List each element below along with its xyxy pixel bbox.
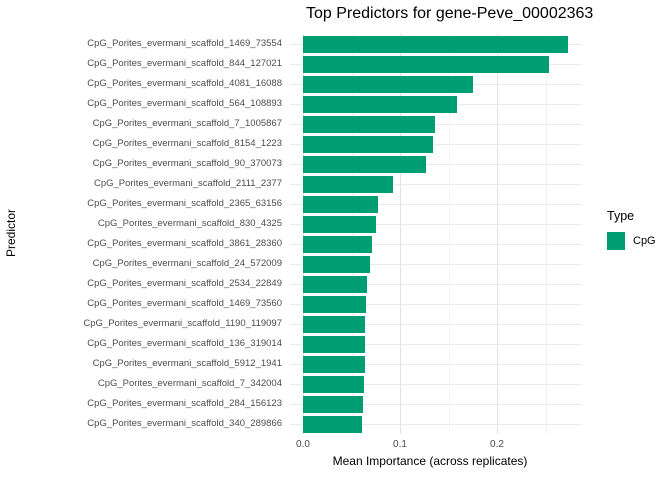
- bar: [303, 275, 368, 293]
- gridline-horizontal: [290, 243, 581, 245]
- y-axis-label: CpG_Porites_evermani_scaffold_4081_16088: [87, 78, 282, 89]
- y-axis-label: CpG_Porites_evermani_scaffold_340_289866: [87, 418, 282, 429]
- gridline-horizontal: [290, 323, 581, 325]
- y-axis-label: CpG_Porites_evermani_scaffold_2111_2377: [93, 178, 282, 189]
- y-axis-label: CpG_Porites_evermani_scaffold_7_1005867: [92, 118, 282, 129]
- legend-swatch: [607, 232, 625, 250]
- bar: [303, 355, 366, 373]
- gridline-horizontal: [290, 183, 581, 185]
- x-axis-tick-label: 0.2: [490, 439, 504, 450]
- y-axis-label: CpG_Porites_evermani_scaffold_1190_11909…: [83, 318, 282, 329]
- gridline-horizontal: [290, 123, 581, 125]
- y-axis-label: CpG_Porites_evermani_scaffold_284_156123: [87, 398, 282, 409]
- legend-title: Type: [607, 209, 635, 223]
- legend-entry: CpG: [607, 232, 656, 250]
- gridline-horizontal: [290, 383, 581, 385]
- legend-label: CpG: [633, 235, 656, 247]
- chart-title: Top Predictors for gene-Peve_00002363: [306, 5, 594, 22]
- y-axis-label: CpG_Porites_evermani_scaffold_90_370073: [92, 158, 282, 169]
- bar: [303, 395, 364, 413]
- bar: [303, 75, 473, 93]
- y-axis-label: CpG_Porites_evermani_scaffold_1469_73554: [87, 38, 282, 49]
- gridline-horizontal: [290, 343, 581, 345]
- gridline-vertical-major: [497, 34, 498, 434]
- gridline-horizontal: [290, 423, 581, 425]
- bar: [303, 115, 435, 133]
- x-axis-tick-label: 0.1: [393, 439, 407, 450]
- gridline-vertical-minor: [545, 34, 547, 434]
- x-axis-tick-label: 0.0: [296, 439, 310, 450]
- bar: [303, 335, 366, 353]
- y-axis-label: CpG_Porites_evermani_scaffold_5912_1941: [92, 358, 282, 369]
- gridline-horizontal: [290, 363, 581, 365]
- bar: [303, 255, 370, 273]
- y-axis-label: CpG_Porites_evermani_scaffold_24_572009: [92, 258, 282, 269]
- bar: [303, 215, 376, 233]
- gridline-vertical-minor: [351, 34, 353, 434]
- bar: [303, 95, 458, 113]
- gridline-horizontal: [290, 163, 581, 165]
- y-axis-label: CpG_Porites_evermani_scaffold_1469_73560: [87, 298, 282, 309]
- gridline-vertical-major: [400, 34, 401, 434]
- bar: [303, 295, 367, 313]
- bar: [303, 375, 365, 393]
- x-axis-title: Mean Importance (across replicates): [332, 454, 528, 468]
- bar: [303, 35, 568, 53]
- bar: [303, 155, 427, 173]
- bar: [303, 175, 394, 193]
- gridline-horizontal: [290, 403, 581, 405]
- gridline-horizontal: [290, 203, 581, 205]
- gridline-horizontal: [290, 263, 581, 265]
- plot-panel: [290, 34, 581, 434]
- bar: [303, 55, 550, 73]
- y-axis-label: CpG_Porites_evermani_scaffold_8154_1223: [92, 138, 282, 149]
- y-axis-label: CpG_Porites_evermani_scaffold_564_108893: [87, 98, 282, 109]
- gridline-vertical-minor: [448, 34, 450, 434]
- gridline-vertical-major: [303, 34, 304, 434]
- gridline-horizontal: [290, 223, 581, 225]
- gridline-horizontal: [290, 283, 581, 285]
- y-axis-label: CpG_Porites_evermani_scaffold_2534_22849: [87, 278, 282, 289]
- bar: [303, 195, 378, 213]
- y-axis-label: CpG_Porites_evermani_scaffold_3861_28360: [87, 238, 282, 249]
- legend: Type CpG: [607, 209, 656, 250]
- y-axis-label: CpG_Porites_evermani_scaffold_2365_63156: [87, 198, 282, 209]
- bar: [303, 235, 372, 253]
- bar: [303, 415, 363, 433]
- y-axis-label: CpG_Porites_evermani_scaffold_7_342004: [97, 378, 282, 389]
- y-axis-label: CpG_Porites_evermani_scaffold_136_319014: [87, 338, 282, 349]
- y-axis-label: CpG_Porites_evermani_scaffold_830_4325: [97, 218, 282, 229]
- bar: [303, 315, 366, 333]
- gridline-horizontal: [290, 143, 581, 145]
- bar: [303, 135, 433, 153]
- gridline-horizontal: [290, 303, 581, 305]
- y-axis-label: CpG_Porites_evermani_scaffold_844_127021: [87, 58, 282, 69]
